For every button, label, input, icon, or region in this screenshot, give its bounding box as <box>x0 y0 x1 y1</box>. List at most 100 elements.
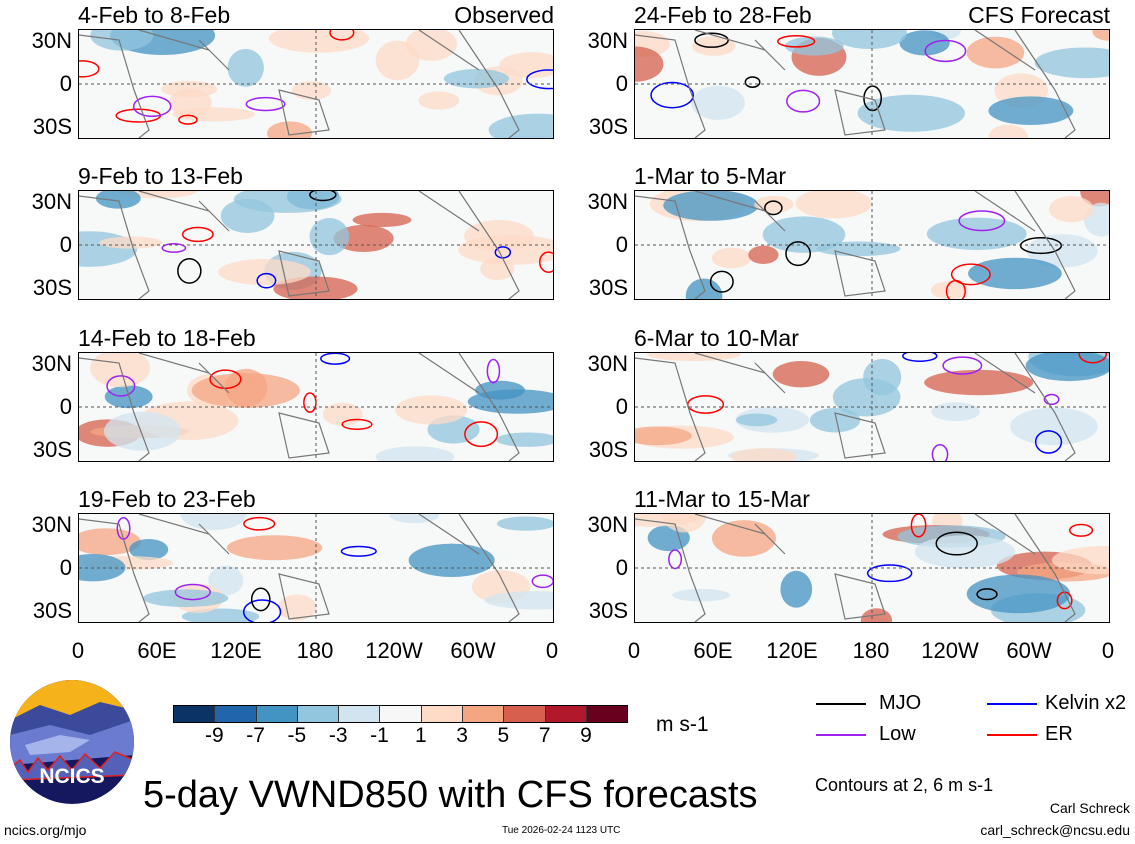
wave-contour <box>181 226 214 243</box>
y-tick-label: 30N <box>587 189 628 214</box>
wave-contour <box>958 210 1006 232</box>
coastline <box>694 191 786 232</box>
legend-er-line <box>987 734 1037 736</box>
anomaly-blob <box>931 402 981 422</box>
wave-contour <box>340 545 377 557</box>
anomaly-blob <box>966 574 1071 614</box>
map-panel <box>634 513 1110 623</box>
anomaly-blob <box>795 191 872 219</box>
map-panel <box>78 352 554 462</box>
anomaly-blob <box>663 191 759 221</box>
wave-contour <box>942 356 983 375</box>
anomaly-blob <box>218 259 311 286</box>
colorbar-swatch <box>380 706 422 722</box>
colorbar-swatch <box>463 706 505 722</box>
coastline <box>278 250 330 297</box>
anomaly-blob <box>772 360 830 388</box>
anomaly-blob <box>99 236 163 249</box>
colorbar-swatch <box>339 706 381 722</box>
y-tick-label: 30N <box>587 28 628 53</box>
anomaly-blob <box>129 538 169 561</box>
anomaly-blob <box>208 565 244 596</box>
anomaly-blob <box>968 257 1062 290</box>
x-tick-label: 0 <box>1101 638 1115 663</box>
coastline <box>278 89 330 136</box>
colorbar-tick-label: 9 <box>580 724 592 747</box>
legend-mjo-line <box>816 703 866 705</box>
anomaly-blob <box>1034 47 1109 79</box>
x-tick-label: 0 <box>71 638 85 663</box>
coastline <box>138 30 230 71</box>
panel-title: 9-Feb to 13-Feb <box>78 163 243 189</box>
x-tick-label: 60E <box>137 638 177 663</box>
panel-title: 1-Mar to 5-Mar <box>634 163 787 189</box>
anomaly-blob <box>711 520 777 557</box>
anomaly-blob <box>418 91 460 110</box>
x-tick-label: 120E <box>766 638 818 663</box>
wave-contour <box>538 251 553 273</box>
legend-low-label: Low <box>879 723 916 745</box>
colorbar-swatch <box>215 706 257 722</box>
email: carl_schreck@ncsu.edu <box>980 822 1130 838</box>
wave-contour <box>174 583 211 601</box>
figure-title: 5-day VWND850 with CFS forecasts <box>143 774 758 816</box>
panel-title: 24-Feb to 28-Feb <box>634 2 812 28</box>
anomaly-blob <box>443 68 509 89</box>
anomaly-blob <box>691 85 745 120</box>
colorbar-swatch <box>297 706 340 722</box>
anomaly-blob <box>1048 195 1094 223</box>
anomaly-blob <box>899 30 950 56</box>
anomaly-blob <box>191 373 300 408</box>
map-panel <box>78 513 554 623</box>
coastline <box>138 191 230 232</box>
legend-kelvin-label: Kelvin x2 <box>1045 692 1127 714</box>
colorbar-tick-label: -7 <box>246 724 265 747</box>
y-tick-label: 0 <box>615 71 628 96</box>
y-tick-label: 0 <box>59 555 72 580</box>
wave-contour <box>786 89 821 113</box>
coastline <box>1014 191 1076 299</box>
coastline <box>834 412 886 459</box>
anomaly-blob <box>475 380 525 400</box>
y-tick-label: 30N <box>31 512 72 537</box>
wave-contour <box>694 32 729 48</box>
legend-mjo-label: MJO <box>879 692 922 714</box>
colorbar-swatch <box>421 706 464 722</box>
wave-contour <box>668 549 683 570</box>
y-tick-label: 30N <box>31 189 72 214</box>
coastline <box>418 353 480 394</box>
anomaly-blob <box>95 191 141 209</box>
x-tick-label: 0 <box>627 638 641 663</box>
wave-contour <box>209 369 242 390</box>
colorbar-tick-label: -9 <box>204 724 224 747</box>
anomaly-blob <box>395 395 468 425</box>
wave-contour <box>650 81 695 109</box>
wave-contour <box>320 353 351 365</box>
coastline <box>1014 353 1076 461</box>
coastline <box>834 250 886 297</box>
wave-contour <box>1078 353 1107 364</box>
y-tick-label: 30S <box>32 437 72 462</box>
anomaly-blob <box>233 191 342 213</box>
legend-er-label: ER <box>1045 723 1073 745</box>
coastline <box>138 353 230 394</box>
y-tick-label: 0 <box>59 232 72 257</box>
coastline <box>694 514 786 555</box>
wave-contour <box>79 60 100 78</box>
legend-kelvin-line <box>987 703 1037 705</box>
colorbar-tick-label: 1 <box>414 724 427 747</box>
wave-contour <box>250 587 271 612</box>
timestamp: Tue 2026-02-24 1123 UTC <box>502 825 621 836</box>
panel-title: 6-Mar to 10-Mar <box>634 325 799 351</box>
wave-contour <box>243 516 276 531</box>
y-tick-label: 30N <box>587 351 628 376</box>
wave-contour <box>329 30 355 41</box>
wave-contour <box>1068 523 1094 537</box>
map-panel <box>78 190 554 300</box>
y-tick-label: 30S <box>32 598 72 623</box>
y-tick-label: 30S <box>588 275 628 300</box>
y-tick-label: 0 <box>615 232 628 257</box>
anomaly-field <box>79 191 553 299</box>
anomaly-blob <box>161 80 218 98</box>
